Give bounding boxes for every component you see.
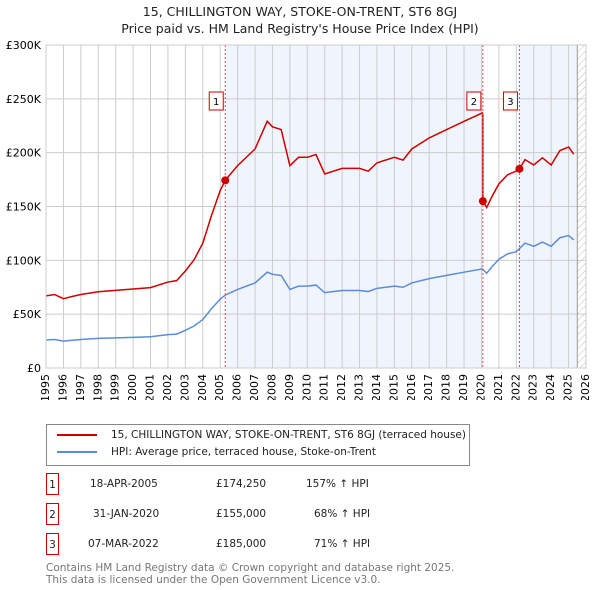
sale-row-2: 2 31-JAN-2020 £155,000 68% ↑ HPI (46, 503, 466, 525)
sale-hpi: 68% ↑ HPI (314, 508, 371, 520)
sale-marker-label: 3 (507, 97, 513, 108)
x-tick-label: 1997 (74, 374, 87, 400)
sale-date: 18-APR-2005 (90, 478, 158, 490)
x-tick-label: 2023 (527, 374, 540, 400)
hpi-line (45, 234, 575, 342)
sale-price: £174,250 (216, 478, 267, 490)
x-tick-label: 2017 (422, 374, 435, 400)
plot-border (45, 44, 587, 369)
x-tick-label: 2010 (300, 374, 313, 400)
x-tick-label: 2011 (318, 374, 331, 400)
x-tick-label: 2007 (248, 374, 261, 400)
y-tick-label: £50K (13, 308, 42, 321)
x-tick-label: 1999 (109, 374, 122, 400)
footer-line-1: Contains HM Land Registry data © Crown c… (46, 562, 455, 574)
legend-swatch-property (57, 434, 97, 436)
chart-subtitle: Price paid vs. HM Land Registry's House … (121, 21, 479, 36)
sale-point (478, 197, 487, 206)
x-tick-label: 2002 (161, 374, 174, 400)
sale-hpi: 71% ↑ HPI (314, 538, 371, 550)
footer: Contains HM Land Registry data © Crown c… (46, 562, 454, 586)
x-tick-label: 2000 (126, 374, 139, 400)
y-tick-label: £250K (6, 93, 42, 106)
sale-date: 07-MAR-2022 (88, 538, 159, 550)
y-tick-label: £0 (27, 362, 41, 375)
x-tick-label: 2005 (213, 374, 226, 400)
sale-marker-label: 1 (213, 97, 219, 108)
y-tick-label: £150K (6, 201, 42, 214)
sale-row-3: 3 07-MAR-2022 £185,000 71% ↑ HPI (46, 533, 466, 555)
sale-price: £155,000 (216, 508, 267, 520)
y-tick-label: £200K (6, 147, 42, 160)
sale-marker-box (502, 91, 518, 111)
legend-label-property: 15, CHILLINGTON WAY, STOKE-ON-TRENT, ST6… (111, 429, 466, 441)
x-tick-label: 2022 (509, 374, 522, 400)
sale-point (515, 164, 524, 173)
x-tick-label: 2024 (544, 374, 557, 400)
x-tick-label: 2018 (440, 374, 453, 400)
sale-point (221, 176, 230, 185)
sale-price: £185,000 (216, 538, 267, 550)
x-tick-label: 1995 (39, 374, 52, 400)
legend-label-hpi: HPI: Average price, terraced house, Stok… (111, 446, 376, 458)
x-tick-label: 2004 (196, 374, 209, 400)
x-tick-label: 2016 (405, 374, 418, 400)
x-tick-label: 2009 (283, 374, 296, 400)
x-tick-label: 1996 (56, 374, 69, 400)
y-tick-label: £300K (6, 39, 42, 52)
x-tick-label: 2001 (144, 374, 157, 400)
x-tick-label: 2015 (387, 374, 400, 400)
plot-area: 1995 1996 1997 1998 1999 2000 2001 2002 2003 2004… (6, 39, 592, 400)
x-tick-label: 2014 (370, 374, 383, 400)
legend-swatch-hpi (57, 451, 97, 453)
sale-date: 31-JAN-2020 (93, 508, 160, 520)
sale-marker-label: 2 (46, 503, 59, 525)
x-tick-label: 2008 (265, 374, 278, 400)
sale-marker-label: 2 (471, 97, 477, 108)
chart-title: 15, CHILLINGTON WAY, STOKE-ON-TRENT, ST6… (142, 4, 458, 19)
x-tick-label: 1998 (91, 374, 104, 400)
sale-row-1: 1 18-APR-2005 £174,250 157% ↑ HPI (46, 473, 466, 495)
y-tick-label: £100K (6, 254, 42, 267)
x-tick-label: 2006 (231, 374, 244, 400)
sale-hpi: 157% ↑ HPI (306, 478, 369, 490)
legend: 15, CHILLINGTON WAY, STOKE-ON-TRENT, ST6… (46, 424, 470, 466)
x-tick-label: 2003 (178, 374, 191, 400)
x-tick-label: 2025 (562, 374, 575, 400)
sale-marker-label: 1 (46, 473, 59, 495)
x-tick-label: 2020 (474, 374, 487, 400)
x-tick-label: 2021 (492, 374, 505, 400)
sale-marker-label: 3 (46, 533, 59, 555)
x-tick-label: 2019 (457, 374, 470, 400)
footer-line-2: This data is licensed under the Open Gov… (46, 574, 381, 586)
x-tick-label: 2012 (335, 374, 348, 400)
x-tick-label: 2026 (579, 374, 592, 400)
sale-marker-box (208, 91, 224, 111)
x-tick-label: 2013 (353, 374, 366, 400)
sale-marker-box (466, 91, 482, 111)
